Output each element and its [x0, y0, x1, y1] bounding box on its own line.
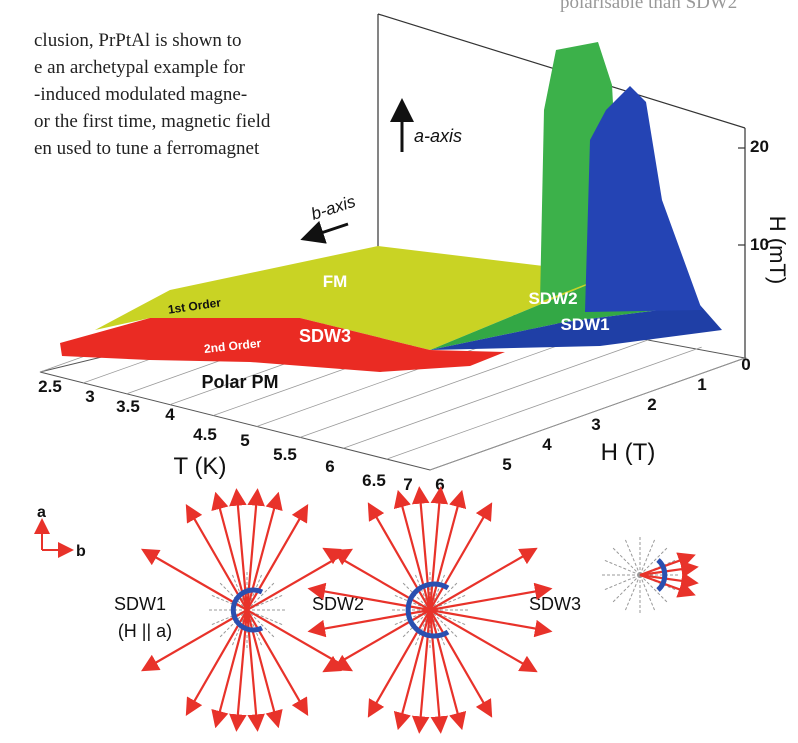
spin-arrow: [429, 608, 553, 638]
fm-region: [95, 246, 592, 350]
spin-arc: [230, 587, 264, 633]
guide-line: [602, 559, 641, 576]
paragraph-line: clusion, PrPtAl is shown to: [34, 30, 242, 51]
spin-arrow: [246, 503, 309, 611]
spin-arrow: [429, 502, 493, 611]
sdw1-peak: [585, 86, 702, 312]
paragraph-line: e an archetypal example for: [34, 57, 245, 78]
t-tick-label: 7: [403, 475, 412, 494]
spin-arrow: [246, 609, 309, 717]
t-tick-label: 5: [240, 431, 249, 450]
spin-arc: [656, 558, 668, 592]
guide-line: [602, 574, 641, 591]
paragraph-line: -induced modulated magne-: [34, 84, 248, 105]
spin-arrow: [639, 552, 696, 577]
b-axis-arrow: [300, 220, 349, 244]
h-axis-title: H (T): [601, 439, 656, 466]
paragraph-line: or the first time, magnetic field: [34, 111, 271, 132]
guide-line: [639, 574, 669, 604]
t-tick-label: 3.5: [116, 397, 140, 416]
spin-arrow: [185, 609, 248, 717]
paragraph-line: en used to tune a ferromagnet: [34, 138, 260, 159]
h-tick-label: 4: [542, 435, 552, 454]
guide-line: [246, 609, 276, 639]
h-tick-label: 0: [741, 355, 750, 374]
guide-line: [624, 537, 641, 576]
spin-arrow: [140, 548, 248, 611]
t-tick-label: 5.5: [273, 445, 297, 464]
floor-grid-line: [386, 346, 702, 460]
phase-label: SDW3: [299, 326, 351, 346]
t-axis-title: T (K): [174, 453, 227, 480]
floor-grid-line: [429, 357, 746, 471]
h-tick-label: 6: [435, 475, 444, 494]
t-tick-label: 4.5: [193, 425, 217, 444]
panel-label: SDW1: [114, 594, 166, 614]
spin-arrow: [428, 609, 449, 734]
cut-text: polarisable than SDW2: [560, 0, 738, 13]
guide-line: [218, 609, 248, 639]
guide-line: [639, 546, 669, 576]
guide-line: [611, 546, 641, 576]
a-axis-label: a-axis: [414, 126, 462, 146]
spin-arrow: [639, 573, 696, 598]
sdw3-region: [60, 318, 505, 372]
panel-sub: (H || a): [118, 621, 172, 641]
orientation-label: b: [76, 543, 86, 560]
guide-line: [429, 609, 459, 639]
phase-label: SDW1: [560, 315, 609, 334]
order-label: 2nd Order: [203, 336, 262, 356]
sdw1-region: [430, 305, 722, 350]
guide-line: [401, 581, 431, 611]
guide-line: [639, 574, 656, 613]
vertical-axis-title: H (mT): [765, 216, 790, 284]
guide-line: [401, 609, 431, 639]
guide-line: [218, 581, 248, 611]
spin-arrow: [428, 489, 467, 611]
spin-arrow: [429, 609, 538, 673]
t-tick-label: 6.5: [362, 471, 386, 490]
phase-label: SDW2: [528, 289, 577, 308]
spin-arrow: [140, 609, 248, 672]
t-tick-label: 4: [165, 405, 175, 424]
phase-label: Polar PM: [201, 372, 278, 392]
spin-arrow: [429, 609, 493, 718]
spin-arrow: [393, 609, 432, 731]
spin-arrow: [185, 503, 248, 611]
spin-arrow: [367, 609, 431, 718]
spin-arrow: [429, 582, 553, 612]
spin-arrow: [428, 486, 449, 611]
guide-line: [611, 574, 641, 604]
spin-arrow: [411, 609, 432, 734]
vertical-tick-label: 10: [750, 235, 769, 254]
spin-arrow: [393, 489, 432, 611]
h-tick-label: 2: [647, 395, 656, 414]
guide-line: [639, 537, 656, 576]
spin-arc: [405, 581, 450, 639]
orientation-label: a: [37, 504, 46, 521]
panel-label: SDW3: [529, 594, 581, 614]
h-tick-label: 5: [502, 455, 511, 474]
spin-arrow: [639, 560, 699, 578]
guide-line: [246, 581, 276, 611]
guide-line: [429, 581, 459, 611]
t-tick-label: 3: [85, 387, 94, 406]
vertical-tick-label: 20: [750, 137, 769, 156]
h-tick-label: 3: [591, 415, 600, 434]
spin-arrow: [411, 486, 432, 611]
guide-line: [624, 574, 641, 613]
spin-arrow: [429, 547, 538, 611]
t-tick-label: 6: [325, 457, 334, 476]
b-axis-label: b-axis: [309, 192, 358, 224]
phase-label: FM: [323, 272, 348, 291]
h-tick-label: 1: [697, 375, 706, 394]
spin-arrow: [367, 502, 431, 611]
floor-grid-line: [343, 335, 659, 449]
spin-arrow: [246, 609, 354, 672]
t-tick-label: 2.5: [38, 377, 62, 396]
spin-arrow: [428, 609, 467, 731]
